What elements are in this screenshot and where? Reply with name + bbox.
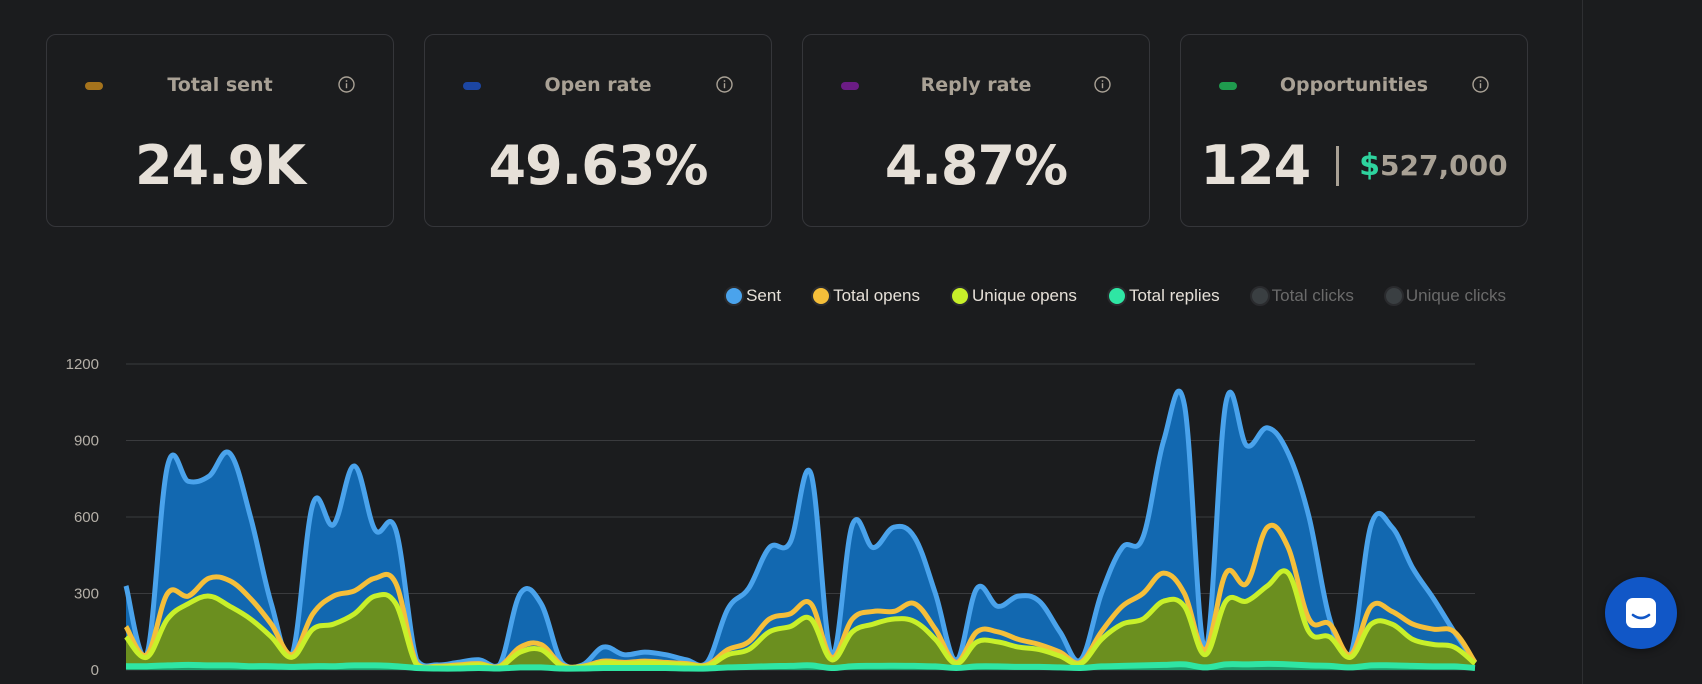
opportunities-indicator [1219, 82, 1237, 90]
legend-item-unique-opens[interactable]: Unique opens [950, 286, 1077, 306]
card-title: Total sent [167, 74, 273, 96]
legend-dot [1249, 286, 1270, 306]
info-icon[interactable] [1472, 76, 1489, 93]
card-header: Opportunities [1181, 73, 1527, 97]
legend-dot [724, 286, 745, 306]
reply-rate-indicator [841, 82, 859, 90]
card-reply-rate: Reply rate 4.87% [802, 34, 1150, 227]
info-icon[interactable] [716, 76, 733, 93]
legend-dot [811, 286, 832, 306]
open-rate-indicator [463, 82, 481, 90]
total-sent-indicator [85, 82, 103, 90]
series-area-sent [126, 391, 1475, 670]
y-tick-label: 1200 [66, 356, 99, 373]
y-tick-label: 0 [91, 662, 99, 679]
chart-legend: Sent Total opens Unique opens Total repl… [694, 286, 1506, 306]
opportunities-amount: 527,000 [1380, 149, 1508, 182]
card-title: Opportunities [1279, 74, 1429, 96]
legend-label: Total opens [833, 286, 921, 305]
legend-item-total-replies[interactable]: Total replies [1106, 286, 1220, 306]
legend-dot [950, 286, 971, 306]
card-header: Open rate [425, 73, 771, 97]
card-value: 49.63% [488, 134, 709, 197]
legend-item-total-clicks[interactable]: Total clicks [1249, 286, 1354, 306]
legend-label: Unique opens [972, 286, 1077, 305]
series-line-unique-opens [124, 568, 1477, 671]
info-icon[interactable] [1094, 76, 1111, 93]
y-tick-label: 600 [74, 509, 99, 526]
series-line-sent [123, 388, 1478, 671]
legend-item-total-opens[interactable]: Total opens [811, 286, 920, 306]
card-title: Open rate [544, 74, 652, 96]
series-line-total-replies [125, 660, 1476, 672]
chat-icon [1626, 598, 1656, 628]
legend-label: Total clicks [1271, 286, 1354, 305]
card-header: Total sent [47, 73, 393, 97]
legend-label: Unique clicks [1405, 286, 1506, 305]
card-opportunities: Opportunities 124 $ 527,000 [1180, 34, 1528, 227]
y-tick-label: 900 [74, 433, 99, 450]
y-tick-label: 300 [74, 586, 99, 603]
info-icon[interactable] [338, 76, 355, 93]
legend-item-unique-clicks[interactable]: Unique clicks [1383, 286, 1506, 306]
legend-dot [1383, 286, 1404, 306]
series-line-total-opens [123, 522, 1478, 670]
card-value: 24.9K [134, 134, 306, 197]
opportunities-value: 124 $ 527,000 [1181, 139, 1527, 193]
area-chart: 0 300 600 900 1200 [66, 356, 1478, 679]
card-total-sent: Total sent 24.9K [46, 34, 394, 227]
legend-label: Total replies [1128, 286, 1220, 305]
card-header: Reply rate [803, 73, 1149, 97]
currency-symbol: $ [1359, 148, 1381, 183]
legend-dot [1106, 286, 1127, 306]
legend-label: Sent [746, 286, 782, 305]
right-panel-divider [1582, 0, 1583, 684]
card-title: Reply rate [920, 74, 1032, 96]
stats-cards: Total sent 24.9K Open rate 49.63% Reply … [46, 34, 1528, 227]
value-separator [1336, 146, 1340, 186]
chat-button[interactable] [1605, 577, 1677, 649]
card-open-rate: Open rate 49.63% [424, 34, 772, 227]
card-value: 4.87% [884, 134, 1068, 197]
opportunities-count: 124 [1200, 134, 1311, 197]
legend-item-sent[interactable]: Sent [724, 286, 781, 306]
